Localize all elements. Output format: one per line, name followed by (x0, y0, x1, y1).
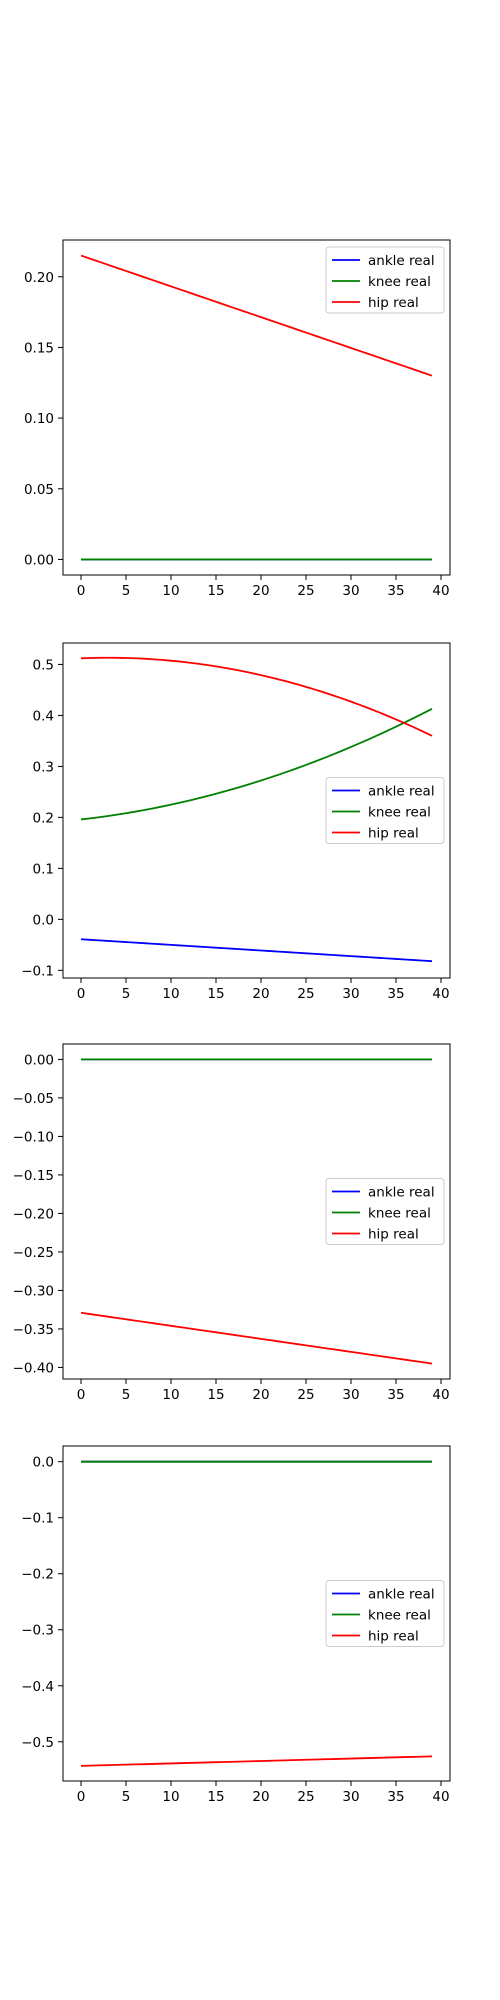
y-tick-label: 0.00 (24, 1052, 54, 1068)
legend-label: hip real (368, 295, 419, 311)
series-line-hip-real (80, 656, 433, 737)
axes-frame (62, 1043, 451, 1380)
axes-frame (62, 1445, 451, 1782)
axes-frame (62, 642, 451, 979)
x-tick-label: 20 (252, 1789, 269, 1805)
x-tick-label: 15 (207, 1789, 224, 1805)
y-tick-label: −0.35 (13, 1322, 54, 1338)
y-tick-label: −0.15 (13, 1168, 54, 1184)
y-tick-label: 0.3 (33, 759, 54, 775)
legend-box (325, 1580, 445, 1647)
y-tick-label: −0.25 (13, 1245, 54, 1261)
y-tick-label: 0.5 (33, 657, 54, 673)
y-tick-label: −0.1 (21, 963, 54, 979)
x-tick-label: 0 (77, 1789, 86, 1805)
legend-label: ankle real (368, 253, 435, 269)
x-tick-label: 40 (432, 1789, 449, 1805)
y-tick-label: 0.20 (24, 270, 54, 286)
legend-box (325, 777, 445, 844)
x-tick-label: 25 (297, 583, 314, 599)
y-tick-label: 0.1 (33, 861, 54, 877)
x-tick-label: 40 (432, 1387, 449, 1403)
x-tick-label: 0 (77, 986, 86, 1002)
series-line-knee-real (80, 707, 433, 821)
x-tick-label: 5 (122, 583, 131, 599)
y-tick-label: −0.3 (21, 1623, 54, 1639)
y-tick-label: −0.10 (13, 1129, 54, 1145)
x-tick-label: 40 (432, 986, 449, 1002)
legend-box (325, 1178, 445, 1245)
y-tick-label: 0.10 (24, 411, 54, 427)
legend-label: ankle real (368, 1587, 435, 1603)
legend-box (325, 246, 445, 314)
legend-label: hip real (368, 1227, 419, 1243)
y-tick-label: −0.1 (21, 1511, 54, 1527)
y-tick-label: −0.40 (13, 1360, 54, 1376)
y-tick-label: −0.2 (21, 1567, 54, 1583)
y-tick-label: −0.05 (13, 1091, 54, 1107)
x-tick-label: 15 (207, 986, 224, 1002)
chart-panel-3: 0 5 10 15 20 25 30 35 40 0.00 −0.05 −0.10 −0.15 −0.20… (13, 1043, 451, 1403)
axes-frame (62, 239, 451, 576)
y-tick-label: 0.4 (33, 708, 54, 724)
y-tick-label: 0.0 (33, 1455, 54, 1471)
chart-panel-2: 0 5 10 15 20 25 30 35 40 −0.1 0.0 0.1 0.2 0.3 0.4 0.5 an… (21, 642, 451, 1002)
y-tick-label: 0.0 (33, 912, 54, 928)
x-tick-label: 30 (342, 1387, 359, 1403)
x-tick-label: 20 (252, 583, 269, 599)
x-tick-label: 20 (252, 1387, 269, 1403)
x-tick-label: 25 (297, 1789, 314, 1805)
legend: ankle real knee real hip real (325, 246, 445, 314)
y-tick-label: −0.20 (13, 1206, 54, 1222)
y-tick-label: 0.15 (24, 340, 54, 356)
y-tick-label: 0.2 (33, 810, 54, 826)
legend-label: knee real (368, 805, 431, 821)
legend-label: knee real (368, 274, 431, 290)
x-tick-label: 30 (342, 986, 359, 1002)
x-tick-label: 25 (297, 986, 314, 1002)
y-tick-label: −0.5 (21, 1735, 54, 1751)
x-tick-label: 35 (387, 986, 404, 1002)
series-line-hip-real (80, 254, 433, 377)
x-tick-label: 35 (387, 1387, 404, 1403)
y-tick-label: −0.30 (13, 1283, 54, 1299)
legend-label: knee real (368, 1608, 431, 1624)
y-tick-label: 0.00 (24, 552, 54, 568)
x-tick-label: 15 (207, 583, 224, 599)
x-tick-label: 10 (162, 1387, 179, 1403)
x-tick-label: 20 (252, 986, 269, 1002)
chart-panel-1: 0 5 10 15 20 25 30 35 40 0.00 0.05 0.10 0.15 0.20 ankl… (24, 239, 451, 599)
x-tick-label: 15 (207, 1387, 224, 1403)
legend-label: hip real (368, 1629, 419, 1645)
x-tick-label: 10 (162, 1789, 179, 1805)
legend: ankle real knee real hip real (325, 1178, 445, 1245)
x-tick-label: 5 (122, 986, 131, 1002)
series-line-ankle-real (80, 938, 433, 963)
x-tick-label: 5 (122, 1387, 131, 1403)
y-tick-label: 0.05 (24, 482, 54, 498)
x-tick-label: 0 (77, 1387, 86, 1403)
x-tick-label: 35 (387, 1789, 404, 1805)
x-tick-label: 5 (122, 1789, 131, 1805)
legend-label: ankle real (368, 1185, 435, 1201)
x-tick-label: 10 (162, 583, 179, 599)
legend-label: knee real (368, 1206, 431, 1222)
legend-label: hip real (368, 826, 419, 842)
series-line-hip-real (80, 1755, 433, 1767)
chart-panel-4: 0 5 10 15 20 25 30 35 40 0.0 −0.1 −0.2 −0.3 −0.4 −0.5 a… (21, 1445, 451, 1805)
legend: ankle real knee real hip real (325, 777, 445, 844)
x-tick-label: 0 (77, 583, 86, 599)
legend-label: ankle real (368, 784, 435, 800)
x-tick-label: 30 (342, 1789, 359, 1805)
y-tick-label: −0.4 (21, 1679, 54, 1695)
x-tick-label: 30 (342, 583, 359, 599)
legend: ankle real knee real hip real (325, 1580, 445, 1647)
x-tick-label: 10 (162, 986, 179, 1002)
x-tick-label: 25 (297, 1387, 314, 1403)
x-tick-label: 35 (387, 583, 404, 599)
x-tick-label: 40 (432, 583, 449, 599)
series-line-hip-real (80, 1311, 433, 1365)
